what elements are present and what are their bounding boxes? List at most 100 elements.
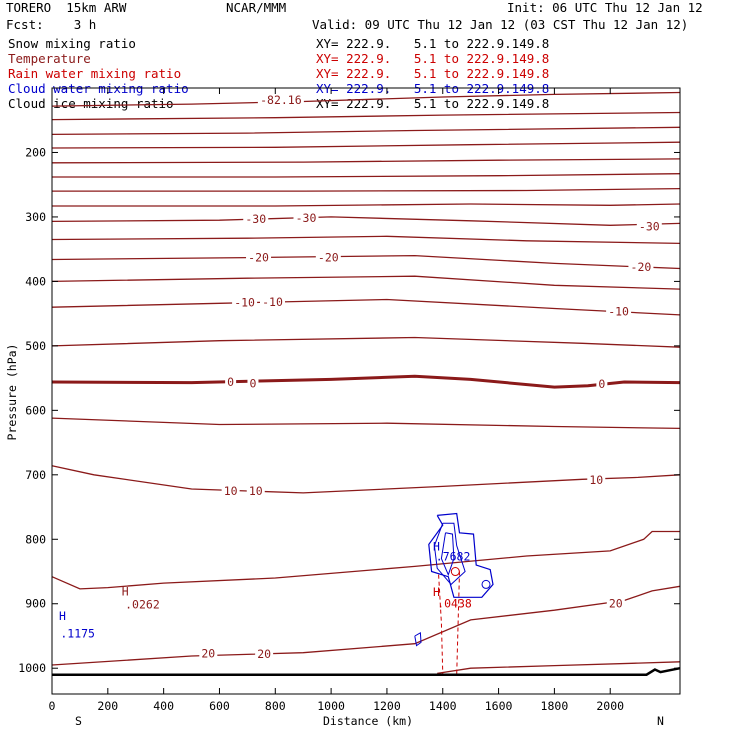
field-xy-snow: XY= 222.9. 5.1 to 222.9.149.8 xyxy=(316,36,550,51)
y-tick-label: 200 xyxy=(25,145,46,159)
isotherm-label-bg xyxy=(628,260,654,274)
north-label: N xyxy=(657,714,664,728)
x-axis-title: Distance (km) xyxy=(323,714,413,728)
isotherm-label: 20 xyxy=(609,597,623,611)
cloud-water-inner xyxy=(433,522,466,586)
extremum-label: .0262 xyxy=(125,597,160,611)
isotherm-label-bg xyxy=(232,295,258,309)
rain-cell xyxy=(450,567,460,577)
isotherm xyxy=(51,254,681,270)
isotherm xyxy=(51,235,681,245)
x-tick-label: 1200 xyxy=(373,699,401,713)
isotherm-label-bg xyxy=(606,304,632,318)
y-tick-label: 800 xyxy=(25,532,46,546)
isotherm-label: -82.16 xyxy=(260,93,302,107)
freezing-isotherm xyxy=(51,374,681,389)
isotherm-label: 20 xyxy=(201,646,215,660)
x-tick-label: 1000 xyxy=(317,699,345,713)
isotherm-label-bg xyxy=(243,211,269,225)
isotherm xyxy=(51,465,681,494)
rain-right xyxy=(456,571,460,675)
isotherm-label-bg xyxy=(257,93,304,107)
valid-time: Valid: 09 UTC Thu 12 Jan 12 (03 CST Thu … xyxy=(312,17,689,32)
isotherm-label-bg xyxy=(199,646,218,660)
isotherm xyxy=(52,203,681,207)
isotherm xyxy=(52,173,681,178)
isotherm-label: -10 xyxy=(234,296,255,310)
isotherm-label: -30 xyxy=(296,211,317,225)
isotherm xyxy=(51,336,681,348)
isotherm-label: 0 xyxy=(598,377,605,391)
south-label: S xyxy=(75,714,82,728)
isotherm xyxy=(51,275,681,290)
cloud-cell xyxy=(481,579,491,589)
y-tick-label: 500 xyxy=(25,339,46,353)
extremum-label: .1175 xyxy=(60,626,95,640)
isotherm-label: -10 xyxy=(262,295,283,309)
isotherm-label: 0 xyxy=(249,376,256,390)
isotherm-label: -20 xyxy=(631,260,652,274)
field-xy-temperature: XY= 222.9. 5.1 to 222.9.149.8 xyxy=(316,51,550,66)
terrain-line xyxy=(52,666,681,676)
field-xy-cloud-water: XY= 222.9. 5.1 to 222.9.149.8 xyxy=(316,81,550,96)
isotherm xyxy=(51,530,680,590)
x-tick-label: 800 xyxy=(265,699,286,713)
extremum-label: H xyxy=(433,539,440,553)
isotherm xyxy=(51,158,681,164)
center-title: NCAR/MMM xyxy=(226,0,287,15)
contour-labels: -82.16 -30 -30 -30 -20 -20 -20 -10 -10 -10 0 0 0 10 10… xyxy=(59,93,662,661)
isotherm-label: -30 xyxy=(639,220,660,234)
isotherm xyxy=(51,141,681,149)
isotherm xyxy=(51,126,681,136)
isotherm-label-bg xyxy=(225,374,237,388)
field-xy-rain: XY= 222.9. 5.1 to 222.9.149.8 xyxy=(316,66,550,81)
field-label-temperature: Temperature xyxy=(8,51,91,66)
rain-left xyxy=(438,574,444,675)
isotherm xyxy=(51,111,681,121)
extremum-label: H xyxy=(59,609,66,623)
isotherm xyxy=(51,417,681,430)
x-tick-label: 200 xyxy=(97,699,118,713)
x-tick-label: 600 xyxy=(209,699,230,713)
isotherm-label-bg xyxy=(596,376,608,390)
forecast-hour: Fcst: 3 h xyxy=(6,17,97,32)
isotherm-label: 10 xyxy=(249,484,263,498)
isotherm-label-bg xyxy=(606,596,625,610)
x-tick-label: 1600 xyxy=(485,699,513,713)
isotherm-label-bg xyxy=(293,211,319,225)
field-label-cloud-ice: Cloud ice mixing ratio xyxy=(8,96,174,111)
isotherm-label-bg xyxy=(255,647,274,661)
isotherm-label: -10 xyxy=(608,305,629,319)
isotherm-label-bg xyxy=(247,376,259,390)
cloud-water-outer xyxy=(428,512,494,598)
x-tick-label: 400 xyxy=(153,699,174,713)
isotherm-label: -20 xyxy=(248,251,269,265)
y-tick-label: 600 xyxy=(25,403,46,417)
x-tick-label: 2000 xyxy=(596,699,624,713)
x-tick-label: 1800 xyxy=(541,699,569,713)
isotherm xyxy=(51,585,681,666)
temperature-contours xyxy=(51,91,681,675)
isotherm xyxy=(51,216,681,226)
isotherm xyxy=(437,661,681,675)
isotherm-label-bg xyxy=(259,295,285,309)
isotherm-label: -20 xyxy=(318,251,339,265)
isotherm-label-bg xyxy=(246,250,272,264)
isotherm-label-bg xyxy=(246,483,265,497)
extremum-label: H xyxy=(122,584,129,598)
isotherm-label-bg xyxy=(315,250,341,264)
isotherm xyxy=(51,91,681,107)
extremum-label: H xyxy=(433,585,440,599)
init-time: Init: 06 UTC Thu 12 Jan 12 xyxy=(507,0,703,15)
extremum-label: .0438 xyxy=(437,597,472,611)
cloud-water-core xyxy=(440,532,455,577)
isotherm-label-bg xyxy=(636,219,662,233)
y-tick-label: 700 xyxy=(25,468,46,482)
field-label-snow: Snow mixing ratio xyxy=(8,36,136,51)
moisture-contours xyxy=(414,512,494,675)
field-label-rain: Rain water mixing ratio xyxy=(8,66,182,81)
x-tick-label: 0 xyxy=(49,699,56,713)
y-axis-title: Pressure (hPa) xyxy=(5,344,19,441)
